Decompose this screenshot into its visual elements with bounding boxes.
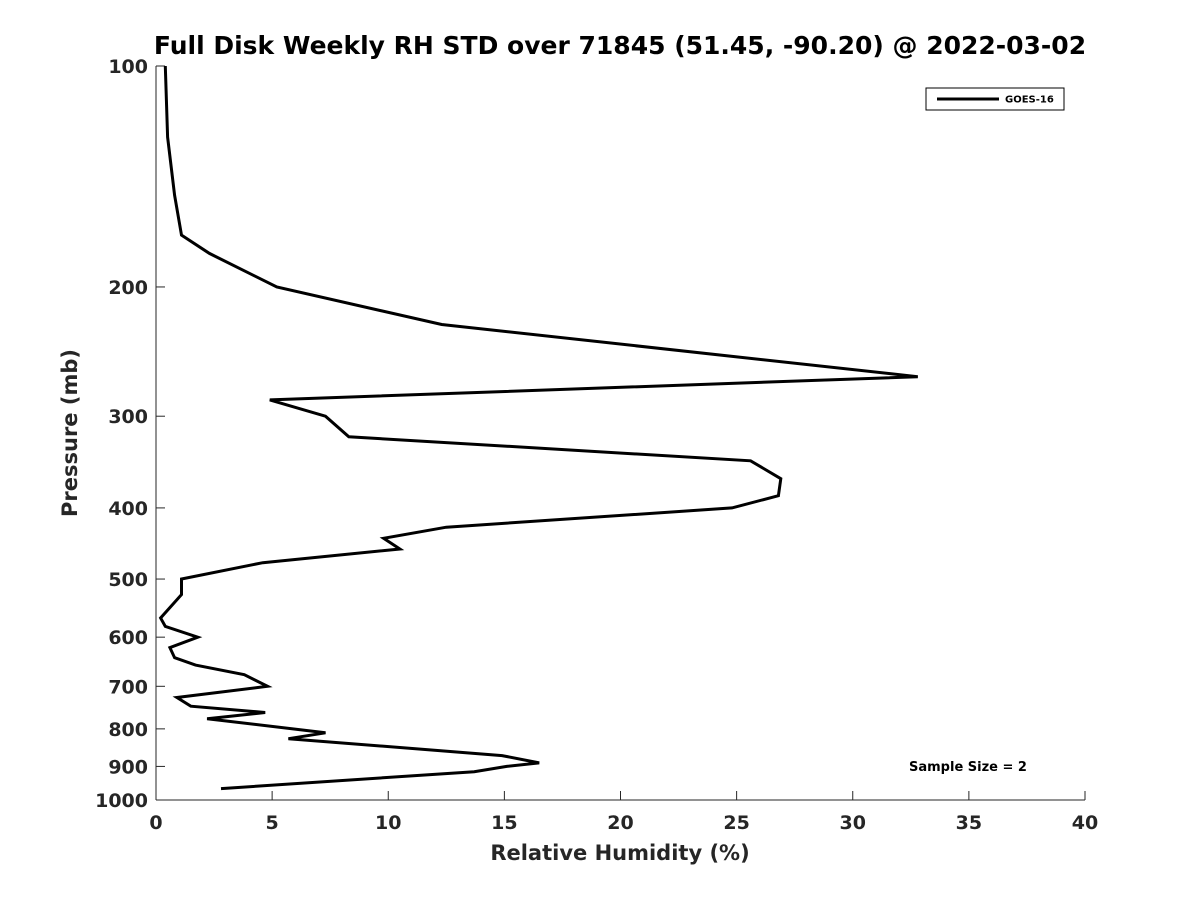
y-tick-label: 1000 xyxy=(95,790,148,812)
data-point xyxy=(347,435,350,438)
data-point xyxy=(168,646,171,649)
data-point xyxy=(206,717,209,720)
data-point xyxy=(501,754,504,757)
data-point xyxy=(777,494,780,497)
y-tick-label: 600 xyxy=(108,627,148,649)
data-point xyxy=(440,323,443,326)
data-point xyxy=(173,656,176,659)
x-axis-ticks: 0 5 10 15 20 25 30 35 40 xyxy=(149,791,1098,834)
data-point xyxy=(730,506,733,509)
y-tick-label: 300 xyxy=(108,406,148,428)
data-point xyxy=(189,705,192,708)
data-point xyxy=(264,711,267,714)
data-point xyxy=(196,636,199,639)
data-point xyxy=(180,593,183,596)
x-tick-label: 0 xyxy=(149,812,162,834)
data-point xyxy=(220,787,223,790)
data-point xyxy=(268,398,271,401)
x-tick-label: 15 xyxy=(491,812,517,834)
chart-title: Full Disk Weekly RH STD over 71845 (51.4… xyxy=(154,31,1086,60)
data-point xyxy=(180,234,183,237)
x-axis-label: Relative Humidity (%) xyxy=(490,841,749,865)
data-point xyxy=(266,685,269,688)
y-tick-label: 800 xyxy=(108,719,148,741)
data-point xyxy=(779,477,782,480)
x-tick-label: 10 xyxy=(375,812,401,834)
data-point xyxy=(916,375,919,378)
series-line-goes-16 xyxy=(158,65,918,791)
data-point xyxy=(164,65,167,68)
y-tick-label: 700 xyxy=(108,676,148,698)
data-point xyxy=(243,673,246,676)
data-point xyxy=(749,459,752,462)
data-point xyxy=(164,625,167,628)
data-point xyxy=(166,136,169,139)
legend: GOES-16 xyxy=(925,87,1065,111)
data-point xyxy=(505,765,508,768)
data-point xyxy=(194,664,197,667)
data-point xyxy=(473,770,476,773)
data-point xyxy=(173,194,176,197)
y-tick-label: 900 xyxy=(108,756,148,778)
data-point xyxy=(324,731,327,734)
data-point xyxy=(398,547,401,550)
data-point xyxy=(445,526,448,529)
data-point xyxy=(275,285,278,288)
x-tick-label: 25 xyxy=(723,812,749,834)
series-layer xyxy=(158,65,919,791)
axes xyxy=(155,66,1085,801)
data-point xyxy=(287,737,290,740)
data-point xyxy=(538,761,541,764)
y-tick-label: 200 xyxy=(108,277,148,299)
data-point xyxy=(159,617,162,620)
y-tick-label: 400 xyxy=(108,498,148,520)
data-point xyxy=(208,252,211,255)
y-tick-label: 100 xyxy=(108,56,148,78)
y-axis-label: Pressure (mb) xyxy=(58,349,82,517)
y-axis-ticks: 100 200 300 400 500 600 700 800 900 1000 xyxy=(95,56,165,812)
x-tick-label: 5 xyxy=(266,812,279,834)
x-tick-label: 35 xyxy=(956,812,982,834)
data-point xyxy=(261,561,264,564)
x-tick-label: 20 xyxy=(607,812,633,834)
data-point xyxy=(324,415,327,418)
y-tick-label: 500 xyxy=(108,569,148,591)
data-point xyxy=(382,537,385,540)
sample-size-annotation: Sample Size = 2 xyxy=(909,760,1027,775)
legend-label: GOES-16 xyxy=(1005,95,1054,106)
data-point xyxy=(175,696,178,699)
x-tick-label: 30 xyxy=(840,812,866,834)
data-point xyxy=(180,578,183,581)
x-tick-label: 40 xyxy=(1072,812,1098,834)
